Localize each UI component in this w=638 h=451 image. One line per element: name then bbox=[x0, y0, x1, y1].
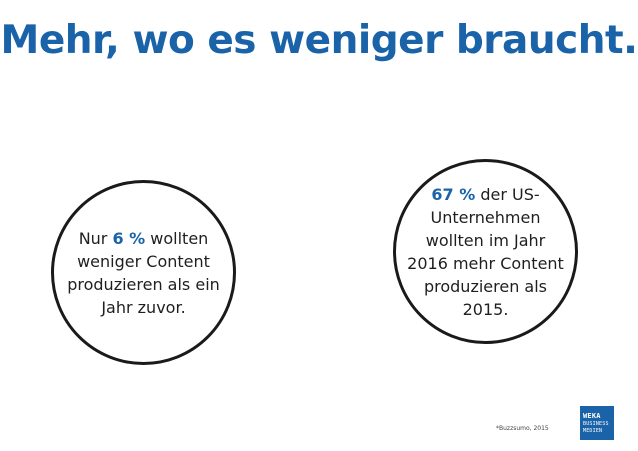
page-title: Mehr, wo es weniger braucht. bbox=[0, 18, 638, 63]
right-stat-circle: 67 % der US- Unternehmen wollten im Jahr… bbox=[393, 159, 578, 344]
left-stat-percent: 6 % bbox=[112, 228, 146, 248]
left-stat-line1: wollten bbox=[145, 228, 209, 248]
source-note: *Buzzsumo, 2015 bbox=[496, 425, 549, 432]
left-stat-line3: produzieren als ein bbox=[67, 274, 220, 294]
weka-logo: WEKA BUSINESS MEDIEN bbox=[580, 406, 614, 440]
logo-line2: BUSINESS bbox=[583, 420, 609, 427]
right-stat-text: 67 % der US- Unternehmen wollten im Jahr… bbox=[401, 183, 571, 321]
right-stat-percent: 67 % bbox=[431, 184, 476, 204]
right-stat-line6: 2015. bbox=[462, 299, 509, 319]
left-stat-circle: Nur 6 % wollten weniger Content produzie… bbox=[51, 180, 236, 365]
logo-brand: WEKA bbox=[583, 411, 601, 420]
right-stat-line3: wollten im Jahr bbox=[425, 230, 546, 250]
right-stat-line2: Unternehmen bbox=[430, 207, 541, 227]
logo-line3: MEDIEN bbox=[583, 427, 603, 434]
left-stat-pre: Nur bbox=[78, 228, 113, 248]
right-stat-line4: 2016 mehr Content bbox=[407, 253, 564, 273]
right-stat-line1: der US- bbox=[475, 184, 540, 204]
left-stat-text: Nur 6 % wollten weniger Content produzie… bbox=[60, 227, 228, 319]
right-stat-line5: produzieren als bbox=[423, 276, 548, 296]
left-stat-line4: Jahr zuvor. bbox=[101, 297, 186, 317]
left-stat-line2: weniger Content bbox=[77, 251, 210, 271]
